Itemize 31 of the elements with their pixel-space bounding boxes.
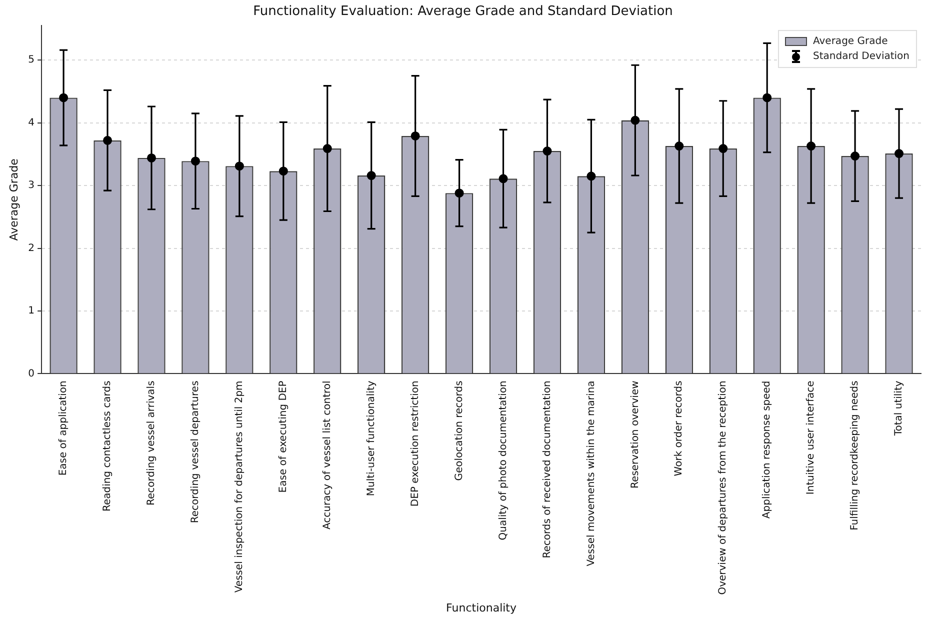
- x-tick-label: Vessel inspection for departures until 2pm: [234, 380, 246, 593]
- x-tick-label: Records of received documentation: [542, 380, 553, 558]
- x-tick-label: Work order records: [674, 380, 685, 476]
- x-axis-title: Functionality: [446, 601, 517, 614]
- x-tick-label: DEP execution restriction: [410, 380, 421, 507]
- x-tick-label: Recording vessel arrivals: [146, 380, 158, 506]
- x-tick-label: Multi-user functionality: [366, 380, 377, 496]
- x-tick-label: Geolocation records: [454, 380, 465, 481]
- x-tick-label: Intuitive user interface: [806, 380, 817, 495]
- y-tick-label: 5: [28, 54, 35, 66]
- y-tick-label: 4: [28, 117, 35, 128]
- legend-label: Standard Deviation: [813, 50, 910, 62]
- chart-title: Functionality Evaluation: Average Grade and Standard Deviation: [253, 4, 673, 20]
- legend-label: Average Grade: [813, 36, 888, 47]
- x-tick-label: Reading contactless cards: [102, 380, 114, 512]
- y-axis-title: Average Grade: [7, 158, 20, 241]
- y-tick-label: 0: [28, 368, 35, 380]
- x-tick-label: Ease of application: [58, 380, 70, 476]
- y-tick-label: 2: [28, 242, 35, 254]
- x-tick-label: Accuracy of vessel list control: [322, 380, 333, 530]
- x-tick-label: Reservation overview: [630, 380, 641, 489]
- x-tick-label: Application response speed: [762, 380, 773, 519]
- x-tick-label: Total utility: [894, 380, 905, 437]
- x-tick-label: Fulfilling recordkeeping needs: [850, 380, 861, 530]
- x-tick-label: Vessel movements within the marina: [586, 380, 597, 566]
- y-tick-label: 3: [28, 180, 35, 192]
- x-tick-label: Recording vessel departures: [190, 380, 202, 524]
- y-tick-label: 1: [28, 306, 35, 317]
- x-tick-label: Overview of departures from the reception: [718, 380, 729, 595]
- x-tick-label: Quality of photo documentation: [498, 380, 509, 540]
- x-tick-label: Ease of executing DEP: [278, 380, 289, 493]
